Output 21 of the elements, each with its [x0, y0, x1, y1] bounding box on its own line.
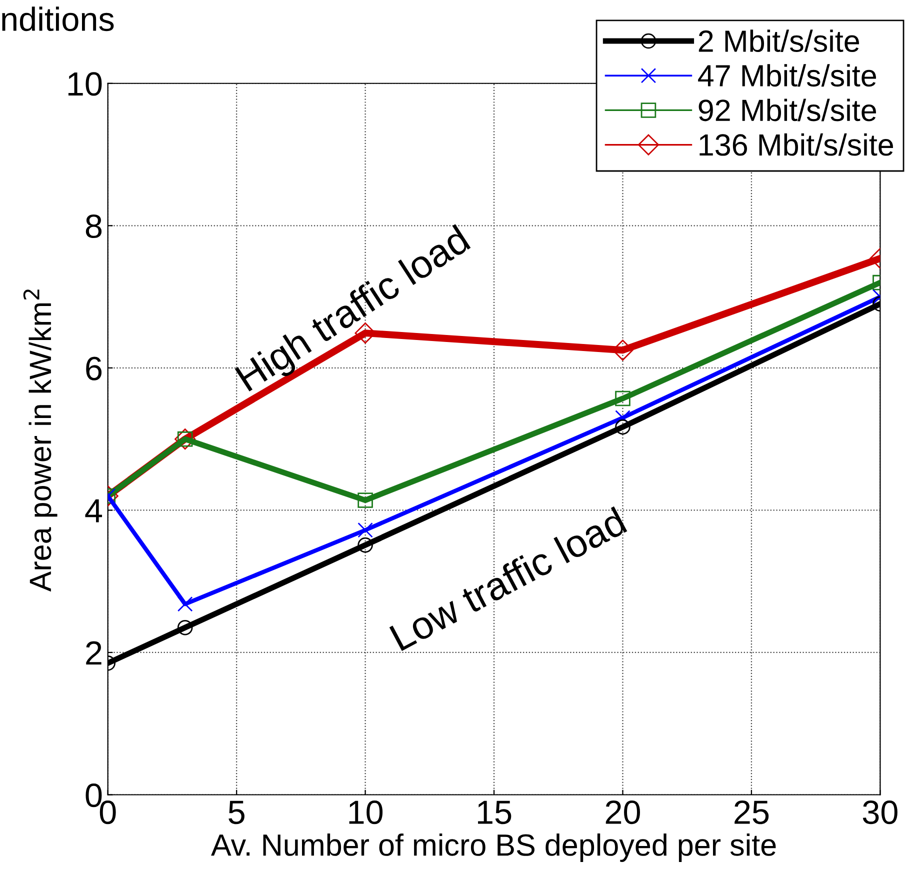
legend-label: 47 Mbit/s/site: [698, 64, 876, 87]
x-tick-label: 20: [606, 800, 640, 824]
chart-title: nditions: [2, 6, 114, 32]
y-tick-label: 6: [86, 356, 102, 380]
x-tick-label: 5: [228, 800, 244, 824]
y-tick-label: 10: [68, 72, 102, 96]
y-tick-label: 4: [85, 499, 102, 522]
x-axis-title: Av. Number of micro BS deployed per site: [211, 833, 776, 862]
y-axis-title: Area power in kW/km$^{2}$: [23, 290, 58, 592]
y-tick-label: 8: [86, 214, 102, 238]
x-tick-label: 15: [478, 800, 512, 824]
x-tick-label: 25: [734, 800, 769, 824]
y-tick-label: 2: [86, 641, 102, 665]
y-tick-label: 0: [86, 784, 102, 808]
legend-label: 2 Mbit/s/site: [698, 30, 860, 52]
legend-label: 92 Mbit/s/site: [698, 98, 876, 122]
x-tick-label: 10: [349, 800, 383, 824]
annotation: Low traffic load: [388, 506, 628, 652]
x-tick-label: 30: [862, 800, 898, 824]
annotation: High traffic load: [234, 224, 476, 398]
legend-label: 136 Mbit/s/site: [700, 133, 894, 156]
